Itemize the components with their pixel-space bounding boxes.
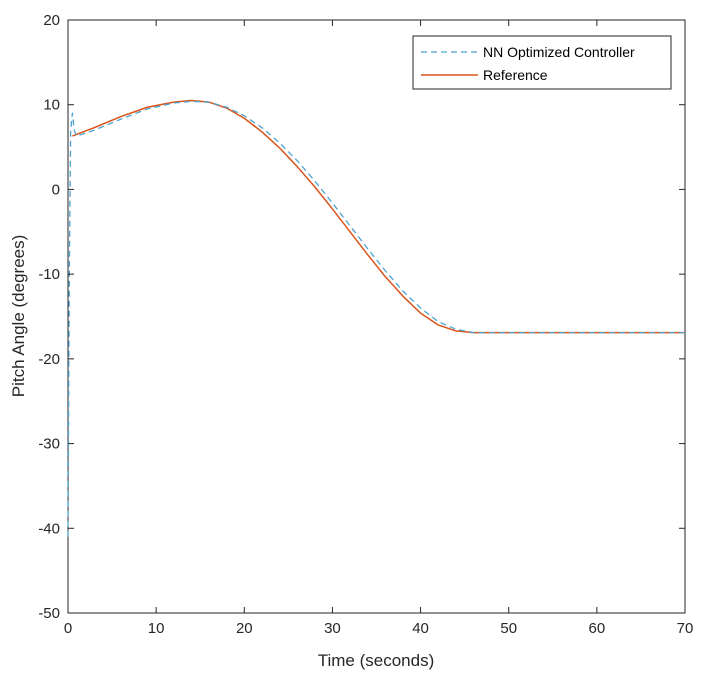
x-tick-label: 40 [412, 620, 429, 637]
x-tick-label: 50 [500, 620, 517, 637]
x-tick-label: 30 [324, 620, 341, 637]
legend-label-nn-controller: NN Optimized Controller [483, 44, 635, 60]
x-tick-label: 20 [236, 620, 253, 637]
y-tick-label: -40 [38, 520, 60, 537]
axes-box [67, 19, 686, 614]
y-axis-label: Pitch Angle (degrees) [9, 235, 28, 398]
y-tick-label: -50 [38, 605, 60, 622]
y-tick-label: -20 [38, 351, 60, 368]
plot-area [67, 19, 686, 614]
x-tick-label: 10 [148, 620, 165, 637]
y-tick-label: -10 [38, 266, 60, 283]
y-tick-label: 0 [52, 181, 60, 198]
legend-box [412, 35, 672, 90]
legend: NN Optimized Controller Reference [412, 35, 672, 90]
legend-label-reference: Reference [483, 67, 548, 83]
series-layer [67, 99, 685, 537]
y-tick-label: -30 [38, 436, 60, 453]
y-tick-label: 10 [43, 97, 60, 114]
y-axis-ticks: 20 10 0 -10 -20 -30 -40 -50 [38, 12, 685, 622]
x-tick-label: 60 [589, 620, 606, 637]
x-tick-label: 70 [677, 620, 694, 637]
x-tick-label: 0 [64, 620, 72, 637]
x-axis-ticks: 0 10 20 30 40 50 60 70 [64, 20, 694, 637]
x-axis-label: Time (seconds) [318, 651, 435, 670]
series-line-nn-controller [67, 100, 685, 537]
y-tick-label: 20 [43, 12, 60, 29]
